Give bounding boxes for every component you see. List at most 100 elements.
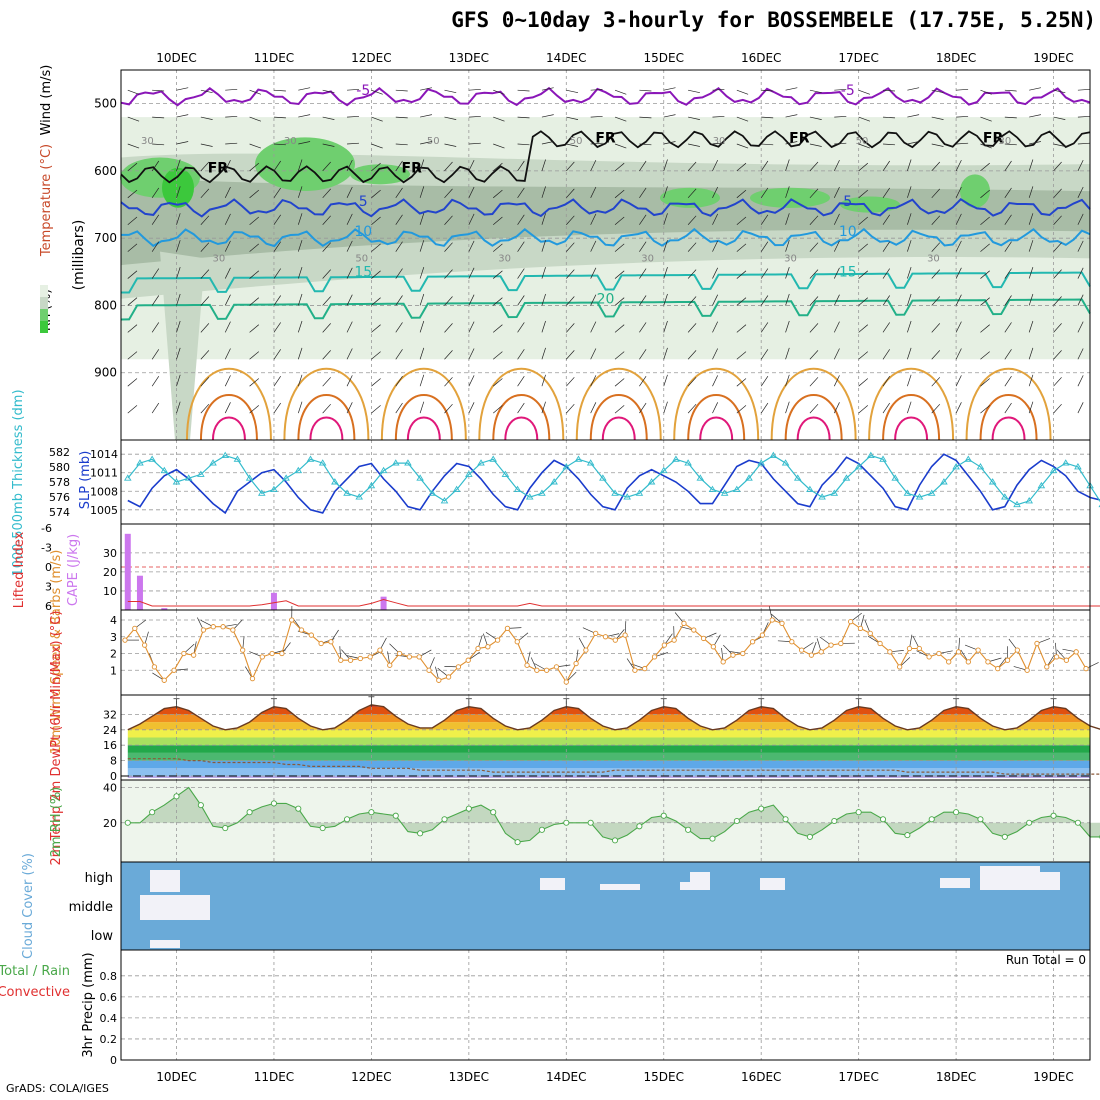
- rh-series-point: [587, 819, 594, 826]
- boundary-temp-contour: [309, 416, 344, 441]
- wind-barb: [639, 376, 647, 387]
- wind-barb: [297, 159, 303, 172]
- boundary-temp-contour: [185, 367, 272, 441]
- wind-barb: [200, 188, 210, 199]
- rh-series-point: [1074, 819, 1081, 826]
- wind-barb: [419, 320, 425, 333]
- thickness-point: [745, 474, 753, 481]
- wind-barb: [809, 89, 822, 94]
- wind-barb: [346, 159, 353, 172]
- wind-barb: [760, 241, 769, 252]
- wind-speed-point: [269, 650, 275, 657]
- run-total-label: Run Total = 0: [1006, 953, 1086, 967]
- wind-barb: [614, 216, 625, 225]
- cloud-cover-block: [140, 895, 210, 920]
- wind-barb: [639, 402, 647, 414]
- wind-barb: [200, 269, 210, 279]
- wind-barb: [517, 187, 525, 199]
- wind-barb: [858, 143, 871, 149]
- wind-barb: [566, 296, 575, 306]
- wind-barb: [468, 348, 475, 360]
- thickness-point: [988, 478, 997, 485]
- wind-barb: [541, 347, 546, 360]
- wind-barb: [566, 188, 575, 199]
- wind-speed-point: [573, 660, 579, 667]
- wind-speed-point: [995, 665, 1001, 672]
- rh-series-point: [685, 826, 692, 833]
- isotherm-line: [120, 86, 1091, 107]
- cloud-cover-block: [940, 878, 970, 888]
- boundary-temp-contour: [589, 394, 648, 441]
- wind-barb: [736, 324, 747, 333]
- wind-barb: [1053, 116, 1066, 120]
- wind-speed-point: [965, 659, 971, 665]
- wind-speed-point: [700, 635, 707, 642]
- thickness-point: [659, 466, 668, 474]
- wind-barb: [517, 89, 530, 92]
- rh-contour-label: 30: [284, 136, 297, 147]
- thickness-point: [148, 455, 156, 462]
- thickness-point: [867, 451, 875, 459]
- lifted-index-tick-label: 0: [45, 561, 52, 574]
- wind-speed-point: [210, 624, 216, 630]
- wind-barb: [297, 266, 303, 279]
- cape-axis-label: CAPE (J/kg): [66, 534, 81, 606]
- isotherm-label: -5: [841, 83, 855, 99]
- thickness-point: [440, 497, 449, 504]
- thickness-point: [952, 463, 960, 470]
- wind-speed-point: [1053, 654, 1060, 660]
- slp-axis-label: SLP (mb): [78, 451, 93, 510]
- wind-barb: [955, 348, 962, 360]
- temp-color-band: [127, 737, 1090, 746]
- wind-speed-point: [818, 649, 824, 655]
- wind-barb: [127, 378, 138, 387]
- wind-barb: [955, 402, 962, 414]
- wind-speed-point: [494, 637, 501, 643]
- wind-barb: [980, 89, 992, 95]
- wind-barb: [639, 187, 647, 199]
- wind-barb: [590, 375, 597, 387]
- thickness-point: [477, 459, 485, 466]
- wind-barb: [152, 89, 165, 92]
- thickness-point: [221, 451, 230, 459]
- thickness-point: [769, 451, 778, 459]
- wind-barb: [785, 159, 790, 172]
- rh-series-point: [928, 816, 935, 823]
- thickness-point: [343, 489, 351, 496]
- wind-barb: [907, 240, 912, 252]
- wind-barb: [395, 187, 403, 199]
- rh-series-point: [563, 819, 570, 826]
- wind-barb: [980, 189, 990, 199]
- wind-barb: [639, 241, 647, 252]
- wind-barb: [809, 143, 822, 147]
- rh-shade-green: [255, 137, 355, 191]
- boundary-temp-contour: [991, 416, 1026, 441]
- thickness-point: [964, 455, 973, 462]
- wind-barb: [833, 402, 840, 414]
- wind-barb: [907, 186, 912, 198]
- wind-speed-point: [642, 665, 648, 672]
- wind-barb: [566, 377, 575, 387]
- wind-speed-point: [877, 640, 883, 647]
- wind-barb: [785, 141, 798, 145]
- wind-barb: [297, 240, 303, 252]
- bottom-date-label: 10DEC: [156, 1070, 196, 1084]
- wind-tick-label: 2: [110, 648, 117, 661]
- wind-barb: [444, 89, 457, 94]
- boundary-temp-contour: [699, 416, 734, 441]
- pressure-tick-label: 600: [94, 164, 117, 178]
- wind-barb: [1028, 213, 1034, 225]
- wind-barb: [273, 89, 286, 92]
- wind-speed-point: [190, 652, 197, 658]
- wind-barb: [273, 160, 281, 172]
- wind-barb: [858, 116, 871, 122]
- wind-barb: [347, 115, 360, 118]
- bottom-date-label: 18DEC: [936, 1070, 976, 1084]
- wind-barb: [249, 270, 260, 279]
- wind-speed-point: [298, 627, 305, 633]
- slp-series-line: [127, 453, 1100, 515]
- wind-barb: [614, 189, 625, 199]
- wind-barb: [858, 189, 869, 199]
- temp-tick-label: 8: [110, 755, 117, 768]
- thickness-point: [806, 485, 814, 493]
